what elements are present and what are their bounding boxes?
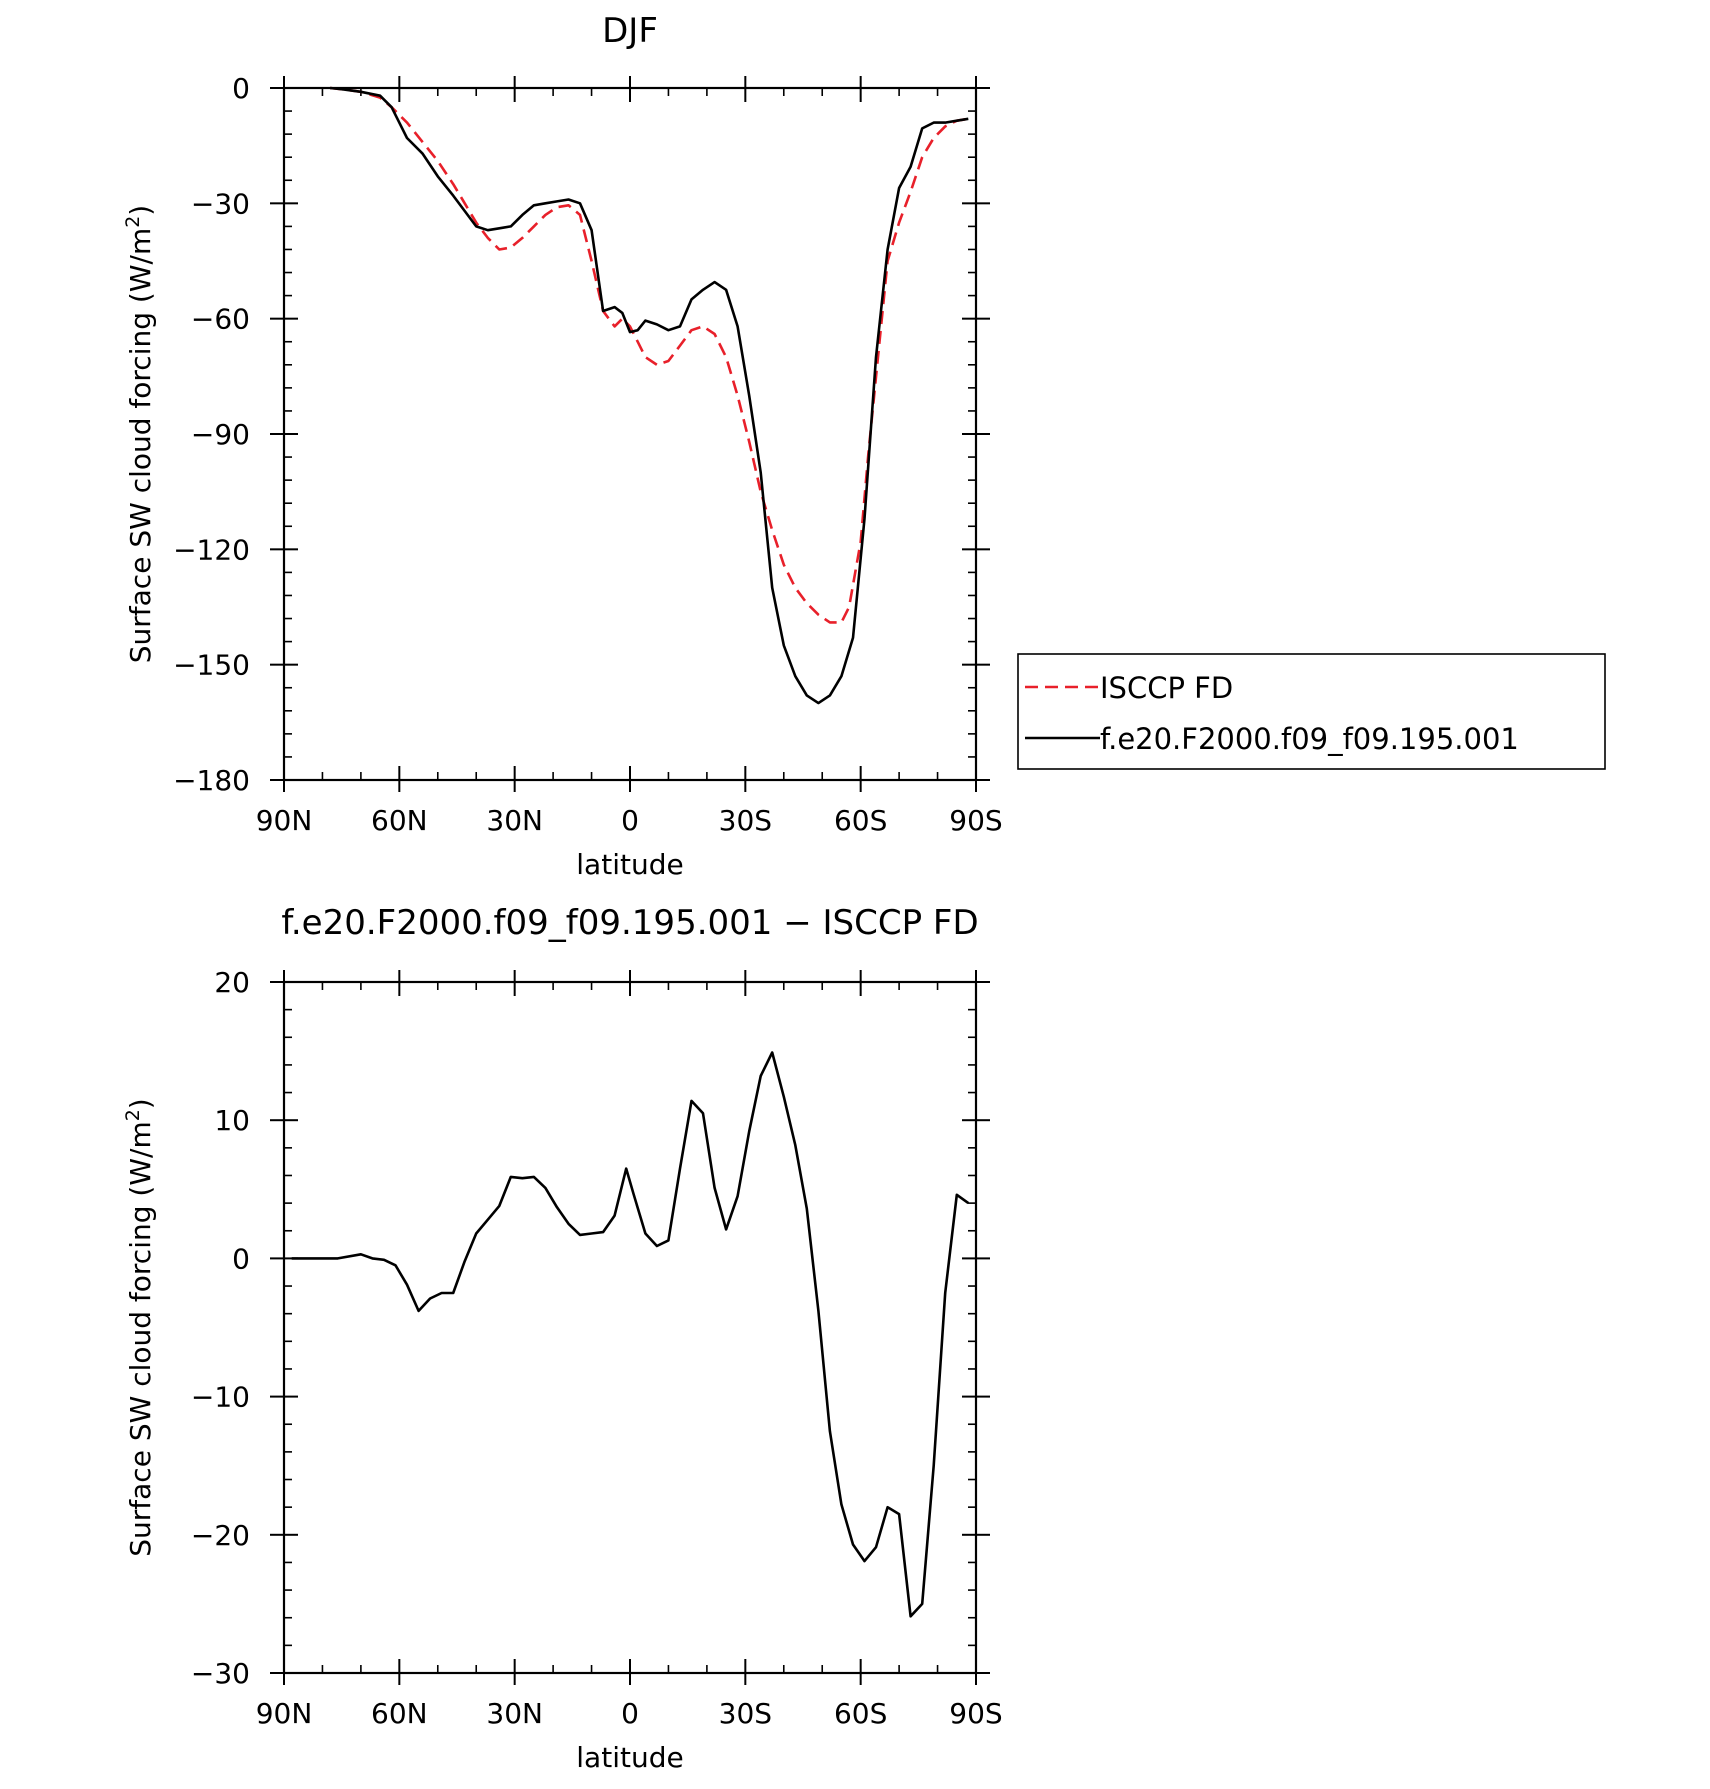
x-tick-label: 90N (256, 1697, 313, 1730)
legend: ISCCP FD f.e20.F2000.f09_f09.195.001 (1017, 653, 1606, 770)
series-line-model (291, 1051, 970, 1618)
y-tick-label: −90 (191, 418, 250, 451)
y-tick-label: 10 (214, 1104, 250, 1137)
y-tick-label: 20 (214, 966, 250, 999)
y-axis-label-exponent: 2 (122, 216, 144, 228)
y-tick-label: −30 (191, 1657, 250, 1690)
y-tick-label: −120 (173, 533, 250, 566)
y-tick-label: −20 (191, 1519, 250, 1552)
x-axis-label: latitude (576, 1741, 683, 1774)
legend-label-isccp: ISCCP FD (1100, 671, 1233, 705)
bottom-panel: f.e20.F2000.f09_f09.195.001 − ISCCP FD 9… (122, 903, 1003, 1774)
y-tick-label: −150 (173, 649, 250, 682)
x-tick-label: 30N (486, 1697, 543, 1730)
x-tick-label: 60S (834, 1697, 887, 1730)
series-lines (291, 1051, 970, 1618)
x-tick-label: 30S (719, 804, 772, 837)
y-tick-label: −10 (191, 1381, 250, 1414)
plot-frame (282, 980, 978, 1675)
x-tick-label: 60N (371, 804, 428, 837)
x-tick-label: 60N (371, 1697, 428, 1730)
y-tick-label: −180 (173, 764, 250, 797)
y-axis-label: Surface SW cloud forcing (W/m2) (122, 1098, 157, 1556)
x-axis-label: latitude (576, 848, 683, 881)
y-axis-label-close: ) (124, 205, 157, 216)
x-tick-label: 30S (719, 1697, 772, 1730)
series-lines (329, 86, 969, 705)
y-axis-label: Surface SW cloud forcing (W/m2) (122, 205, 157, 663)
ticks: 90N 60N 30N 0 30S 60S 90S 20 10 0 −10 −20 −30 (191, 966, 1003, 1730)
ticks: 90N 60N 30N 0 30S 60S 90S 0 −30 −60 −90 −120 −150 −18… (173, 72, 1003, 837)
y-axis-label-main: Surface SW cloud forcing (W/m (124, 228, 157, 663)
x-tick-label: 90S (949, 1697, 1002, 1730)
y-axis-label-exponent: 2 (122, 1109, 144, 1121)
series-line-model (329, 86, 969, 705)
x-tick-label: 30N (486, 804, 543, 837)
y-tick-label: 0 (232, 72, 250, 105)
series-line-isccp (329, 86, 969, 624)
legend-box (1017, 653, 1606, 770)
x-tick-label: 0 (621, 1697, 639, 1730)
y-axis-label-main: Surface SW cloud forcing (W/m (124, 1121, 157, 1556)
x-tick-label: 90S (949, 804, 1002, 837)
x-tick-label: 60S (834, 804, 887, 837)
y-tick-label: −30 (191, 187, 250, 220)
y-tick-label: 0 (232, 1242, 250, 1275)
panel-title: f.e20.F2000.f09_f09.195.001 − ISCCP FD (281, 903, 978, 943)
x-tick-label: 90N (256, 804, 313, 837)
panel-title: DJF (602, 11, 658, 51)
x-tick-label: 0 (621, 804, 639, 837)
legend-label-model: f.e20.F2000.f09_f09.195.001 (1100, 722, 1519, 756)
plot-frame (282, 86, 978, 782)
y-axis-label-close: ) (124, 1098, 157, 1109)
y-tick-label: −60 (191, 303, 250, 336)
top-panel: DJF 90N 60N 30N 0 30S 60S 90S 0 −30 −60 −90 −120 −15… (122, 11, 1606, 881)
